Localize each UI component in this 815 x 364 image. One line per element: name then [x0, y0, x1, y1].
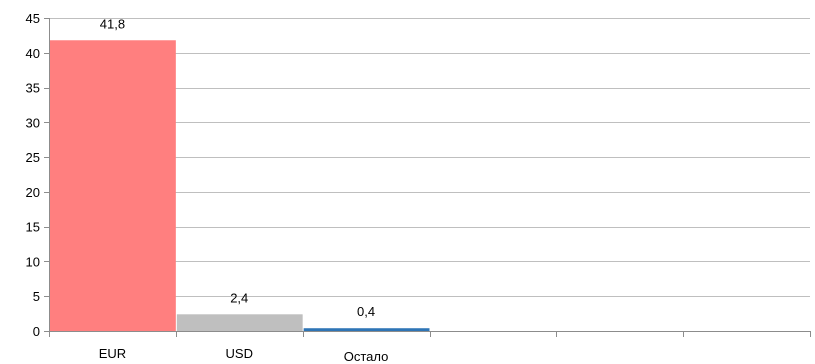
- bar-остало: [303, 328, 430, 331]
- y-tick-labels: 0 5 10 15 20 25 30 35 40 45: [26, 11, 40, 339]
- y-tick-label: 45: [26, 11, 40, 26]
- x-tick-labels: EUR USD Остало: [99, 346, 389, 364]
- x-tick-label: USD: [226, 346, 253, 361]
- x-tick-label: EUR: [99, 346, 126, 361]
- y-tick-label: 0: [33, 324, 40, 339]
- y-tick-label: 20: [26, 185, 40, 200]
- bar-eur: [50, 40, 176, 331]
- bars: [50, 40, 430, 331]
- data-label: 0,4: [357, 304, 375, 319]
- y-tick-label: 40: [26, 46, 40, 61]
- bar-usd: [176, 314, 303, 331]
- data-labels: 41,8 2,4 0,4: [100, 16, 375, 319]
- y-tick-label: 5: [33, 289, 40, 304]
- x-tick-label: Остало: [344, 349, 389, 364]
- y-tick-label: 25: [26, 150, 40, 165]
- axes: [44, 18, 811, 337]
- y-tick-label: 10: [26, 254, 40, 269]
- data-label: 2,4: [230, 290, 248, 305]
- y-tick-label: 15: [26, 220, 40, 235]
- y-tick-label: 30: [26, 115, 40, 130]
- data-label: 41,8: [100, 16, 125, 31]
- y-tick-label: 35: [26, 81, 40, 96]
